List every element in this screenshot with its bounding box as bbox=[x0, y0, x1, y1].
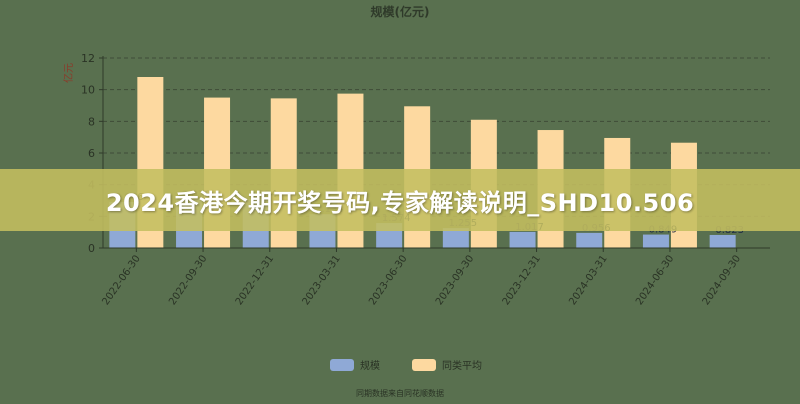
legend: 规模 同类平均 bbox=[330, 359, 482, 372]
legend-swatch bbox=[412, 359, 436, 371]
x-tick-label: 2023-03-31 bbox=[301, 253, 343, 307]
x-tick-label: 2023-12-31 bbox=[501, 253, 543, 307]
legend-label: 规模 bbox=[360, 359, 380, 372]
y-tick-label: 12 bbox=[81, 52, 95, 65]
x-tick-label: 2024-09-30 bbox=[701, 253, 743, 307]
bar-规模 bbox=[442, 228, 469, 248]
chart-title: 规模(亿元) bbox=[371, 4, 430, 19]
x-tick-label: 2022-06-30 bbox=[100, 253, 142, 307]
x-tick-label: 2022-09-30 bbox=[167, 253, 209, 307]
y-tick-label: 10 bbox=[81, 84, 95, 97]
x-tick-label: 2023-09-30 bbox=[434, 253, 476, 307]
y-axis-label: 亿元 bbox=[62, 63, 75, 83]
legend-swatch bbox=[330, 359, 354, 371]
bar-规模 bbox=[642, 234, 669, 248]
y-tick-label: 6 bbox=[88, 147, 95, 160]
overlay-banner: 2024香港今期开奖号码,专家解读说明_SHD10.506 bbox=[0, 169, 800, 231]
x-tick-label: 2022-12-31 bbox=[234, 253, 276, 307]
x-tick-label: 2023-06-30 bbox=[367, 253, 409, 307]
legend-label: 同类平均 bbox=[442, 359, 482, 372]
footnote: 同期数据来自同花顺数据 bbox=[356, 388, 444, 398]
y-tick-label: 8 bbox=[88, 115, 95, 128]
x-tick-label: 2024-06-30 bbox=[634, 253, 676, 307]
bar-规模 bbox=[709, 234, 736, 248]
x-tick-label: 2024-03-31 bbox=[567, 253, 609, 307]
y-tick-label: 0 bbox=[88, 242, 95, 255]
bar-规模 bbox=[509, 231, 536, 248]
banner-text: 2024香港今期开奖号码,专家解读说明_SHD10.506 bbox=[105, 188, 695, 217]
bar-规模 bbox=[576, 232, 603, 248]
